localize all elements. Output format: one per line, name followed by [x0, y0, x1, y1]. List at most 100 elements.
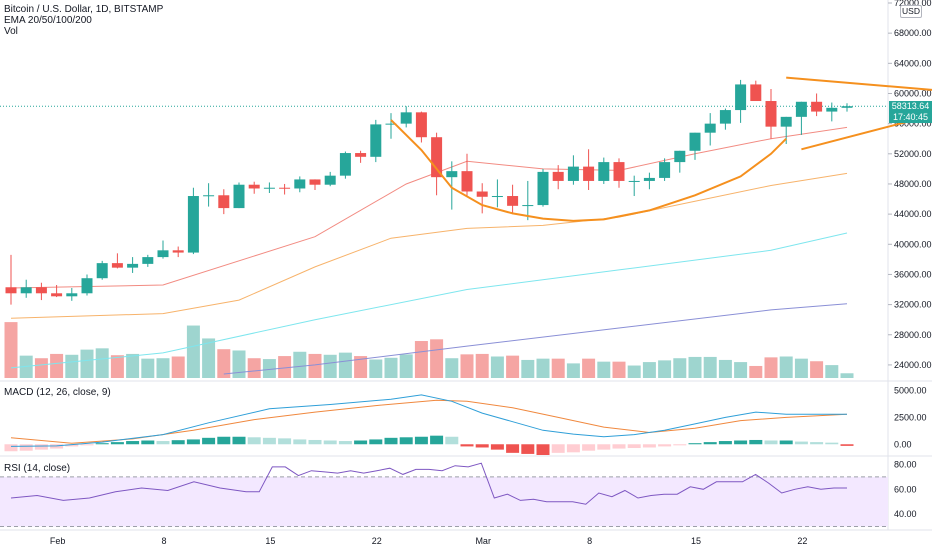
last-price-value: 58313.64 [891, 101, 930, 111]
volume-bar [338, 352, 352, 378]
candle-up [263, 187, 275, 189]
volume-bar [262, 359, 276, 378]
macd-histogram-bar [126, 441, 140, 445]
macd-histogram-bar [703, 442, 717, 445]
macd-line [10, 394, 847, 447]
volume-bar [80, 349, 94, 378]
candle-up [841, 106, 853, 108]
candle-up [522, 205, 534, 207]
volume-bar [95, 348, 109, 378]
macd-histogram-bar [825, 442, 839, 445]
macd-histogram-bar [414, 436, 428, 445]
macd-histogram-bar [506, 444, 520, 453]
volume-bar [551, 358, 565, 378]
time-tick-label: 8 [587, 536, 592, 546]
candle-down [355, 153, 367, 157]
candle-up [157, 250, 169, 258]
macd-histogram-bar [247, 437, 261, 445]
macd-histogram-bar [110, 442, 124, 445]
volume-bar [50, 353, 64, 378]
ema200-line [223, 303, 848, 375]
macd-signal-line [10, 399, 848, 444]
macd-histogram-bar [323, 440, 337, 445]
pattern-drawings[interactable] [390, 76, 932, 222]
time-axis: Feb 8 15 22 Mar 8 15 22 [50, 536, 808, 546]
last-price-tag: 58313.64 17:40:45 [889, 101, 932, 123]
pane-dividers [0, 0, 932, 531]
volume-bar [490, 356, 504, 378]
price-tick-label: 64000.00 [894, 58, 932, 68]
macd-histogram-bar [399, 437, 413, 445]
rsi-band [0, 476, 888, 527]
candle-up [628, 180, 640, 182]
candle-up [294, 179, 306, 189]
volume-bar [171, 356, 185, 378]
macd-histogram-bar [141, 440, 155, 445]
price-tick-label: 36000.00 [894, 269, 932, 279]
macd-histogram-bar [369, 439, 383, 445]
volume-bar [460, 354, 474, 378]
candles[interactable] [5, 79, 853, 305]
time-tick-label: 8 [161, 536, 166, 546]
volume-bar [506, 355, 520, 378]
macd-histogram-bar [718, 441, 732, 445]
macd-histogram-bar [582, 444, 596, 451]
macd-histogram-bar [642, 444, 656, 448]
time-tick-label: 22 [797, 536, 807, 546]
candle-down [309, 179, 321, 185]
price-tick-label: 40000.00 [894, 239, 932, 249]
currency-badge[interactable]: USD [900, 5, 922, 18]
macd-histogram-bar [19, 444, 33, 451]
volume-bar [825, 365, 839, 378]
price-tick-label: 24000.00 [894, 360, 932, 370]
price-tick-label: 32000.00 [894, 300, 932, 310]
candle-up [795, 101, 807, 117]
candle-down [583, 166, 595, 181]
price-tick-label: 60000.00 [894, 88, 932, 98]
candle-down [507, 196, 519, 206]
volume-bar [278, 356, 292, 378]
rsi-tick-label: 40.00 [894, 509, 917, 519]
macd-histogram-bar [764, 440, 778, 445]
candle-down [5, 287, 17, 294]
candle-down [35, 287, 47, 294]
volume-bar [65, 354, 79, 378]
volume-bars [4, 322, 854, 378]
volume-bar [354, 356, 368, 378]
volume-bar [414, 341, 428, 378]
candle-down [415, 112, 427, 138]
volume-bar [749, 365, 763, 378]
symbol-legend: Bitcoin / U.S. Dollar, 1D, BITSTAMP EMA … [4, 4, 163, 37]
volume-bar [536, 358, 550, 378]
price-tick-label: 52000.00 [894, 149, 932, 159]
macd-histogram-bar [232, 436, 246, 445]
volume-bar [703, 356, 717, 378]
volume-bar [126, 353, 140, 378]
macd-histogram-bar [551, 444, 565, 453]
macd-histogram-bar [566, 444, 580, 453]
price-tick-label: 44000.00 [894, 209, 932, 219]
rsi-line [10, 462, 847, 505]
macd-histogram-bar [490, 444, 504, 450]
volume-bar [384, 357, 398, 378]
macd-histogram-bar [186, 439, 200, 445]
triangle-upper-trendline [786, 76, 932, 91]
candle-down [111, 263, 123, 268]
time-tick-label: 15 [265, 536, 275, 546]
price-tick-label: 48000.00 [894, 179, 932, 189]
macd-histogram-bar [840, 444, 854, 446]
macd-tick-label: 5000.00 [894, 386, 927, 396]
volume-bar [673, 358, 687, 378]
candle-up [704, 123, 716, 133]
ema100-line [10, 232, 848, 369]
candle-down [476, 191, 488, 197]
macd-histogram-bar [171, 440, 185, 445]
cup-pattern-curve [390, 119, 787, 222]
macd-histogram-bar [734, 440, 748, 445]
macd-histogram-bar [338, 441, 352, 445]
macd-histogram-bar [445, 436, 459, 445]
macd-pane: 5000.00 2500.00 0.00 [4, 386, 927, 455]
candle-up [643, 177, 655, 181]
macd-histogram-bar [65, 444, 79, 447]
